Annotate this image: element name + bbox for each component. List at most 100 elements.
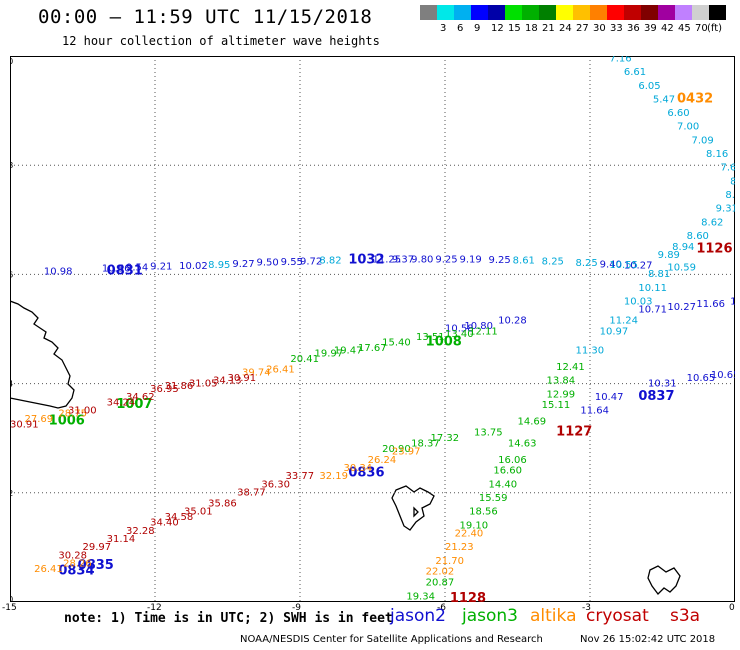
wave-height-value: 11.25 [373, 254, 402, 265]
wave-height-value: 22.40 [455, 528, 484, 539]
axis-ticks: 60 62 64 66 68 70 [10, 57, 13, 602]
wave-height-value: 18.37 [411, 438, 440, 449]
wave-height-value: 10.03 [624, 296, 653, 307]
scale-label: 36 [627, 23, 640, 34]
wave-height-value: 8.16 [706, 149, 728, 160]
legend-s3a: s3a [670, 606, 701, 626]
wave-height-value: 31.05 [189, 378, 218, 389]
scale-swatch [607, 5, 624, 20]
wave-height-value: 10.27 [624, 260, 653, 271]
wave-height-value: 8.81 [648, 269, 670, 280]
wave-height-value: 35.01 [184, 507, 213, 518]
wave-height-value: 10.28 [498, 316, 527, 327]
wave-height-value: 13.40 [445, 329, 474, 340]
wave-height-value: 11.24 [609, 316, 638, 327]
wave-height-value: 7.16 [609, 56, 631, 64]
scale-swatch [641, 5, 658, 20]
scale-swatch [420, 5, 437, 20]
wave-height-value: 14.69 [518, 417, 547, 428]
page-title: 00:00 – 11:59 UTC 11/15/2018 [38, 6, 373, 28]
wave-height-value: 30.91 [228, 373, 257, 384]
units-note: note: 1) Time is in UTC; 2) SWH is in fe… [64, 611, 393, 626]
wave-height-value: 34.24 [107, 397, 136, 408]
scale-swatch [471, 5, 488, 20]
scale-label: 27 [576, 23, 589, 34]
scale-swatch [505, 5, 522, 20]
wave-height-value: 29.97 [83, 542, 112, 553]
wave-height-value: 9.19 [460, 254, 482, 265]
wave-height-value: 10.47 [595, 392, 624, 403]
wave-height-value: 33.77 [286, 471, 315, 482]
scale-swatch [709, 5, 726, 20]
iceland-coast [10, 300, 75, 409]
wave-height-value: 17.32 [431, 433, 460, 444]
lon-tick-label: -12 [147, 603, 162, 613]
wave-height-value: 13.51 [416, 332, 445, 343]
scale-label: (ft) [707, 23, 723, 34]
wave-height-value: 19.10 [460, 520, 489, 531]
wave-height-value: 8.0 [725, 190, 735, 201]
pass-time-label: 1008 [426, 334, 462, 349]
wave-height-value: 30.28 [58, 550, 87, 561]
wave-height-value: 15.59 [479, 493, 508, 504]
wave-height-value: 30.91 [10, 419, 39, 430]
wave-height-value: 19.34 [406, 591, 435, 602]
scale-label: 33 [610, 23, 623, 34]
lon-tick-label: 0 [729, 603, 735, 613]
scale-label: 70 [695, 23, 708, 34]
scale-swatch [454, 5, 471, 20]
wave-height-value: 8.62 [701, 217, 723, 228]
wave-height-value: 10.58 [445, 324, 474, 335]
wave-height-value: 9.21 [150, 261, 172, 272]
wave-height-value: 18.56 [469, 507, 498, 518]
wave-height-value: 9.27 [232, 259, 254, 270]
pass-time-label: 1007 [116, 397, 152, 412]
wave-height-value: 9.55 [281, 257, 303, 268]
wave-height-value: 36.30 [261, 479, 290, 490]
wave-height-value: 8 [730, 176, 735, 187]
credit-line: NOAA/NESDIS Center for Satellite Applica… [240, 634, 543, 645]
wave-height-value: 32.19 [319, 471, 348, 482]
wave-height-map: 10.98 10.569.54 9.21 10.02 9.27 9.50 9.559.72 1… [10, 56, 735, 602]
scale-swatch [624, 5, 641, 20]
scale-swatch [522, 5, 539, 20]
pass-time-label: 0837 [638, 389, 674, 404]
wave-height-value: 28.75 [58, 408, 87, 419]
scale-swatch [675, 5, 692, 20]
wave-height-value: 9.40 [600, 259, 622, 270]
scale-swatch [488, 5, 505, 20]
lat-tick-label: 62 [10, 489, 13, 498]
wave-height-value: 16.06 [498, 455, 527, 466]
scale-label: 18 [525, 23, 538, 34]
wave-height-value: 10.80 [464, 321, 493, 332]
wave-height-value: 21.70 [435, 556, 464, 567]
scale-label: 42 [661, 23, 674, 34]
wave-height-value: 12.11 [469, 326, 498, 337]
wave-height-value: 10.97 [600, 326, 629, 337]
scale-swatch [573, 5, 590, 20]
wave-height-value: 19.97 [315, 348, 344, 359]
lon-tick-label: -3 [582, 603, 591, 613]
lon-tick-label: -9 [292, 603, 301, 613]
wave-height-value: 8.95 [208, 260, 230, 271]
wave-height-value: 6.61 [624, 67, 646, 78]
altimeter-tracks: 10.98 10.569.54 9.21 10.02 9.27 9.50 9.559.72 1… [10, 56, 735, 602]
wave-height-value: 9.50 [257, 258, 279, 269]
pass-time-label: 0831 [107, 263, 143, 278]
wave-height-value: 8.60 [687, 231, 709, 242]
lat-tick-label: 60 [10, 595, 13, 602]
wave-height-value: 38.77 [237, 488, 266, 499]
wave-height-value: 7.00 [677, 122, 699, 133]
wave-height-value: 36.95 [150, 384, 179, 395]
scale-label: 39 [644, 23, 657, 34]
map-frame [10, 56, 735, 602]
wave-height-value: 34.13 [213, 376, 242, 387]
wave-height-value: 10.59 [667, 263, 696, 274]
wave-height-value: 9.25 [489, 255, 511, 266]
wave-height-value: 8.94 [672, 242, 694, 253]
wave-height-value: 32.28 [126, 526, 155, 537]
wave-height-value: 10.55 [609, 260, 638, 271]
legend-jason3: jason3 [462, 606, 518, 626]
wave-height-value: 14.40 [489, 479, 518, 490]
wave-height-value: 9.54 [126, 263, 148, 274]
